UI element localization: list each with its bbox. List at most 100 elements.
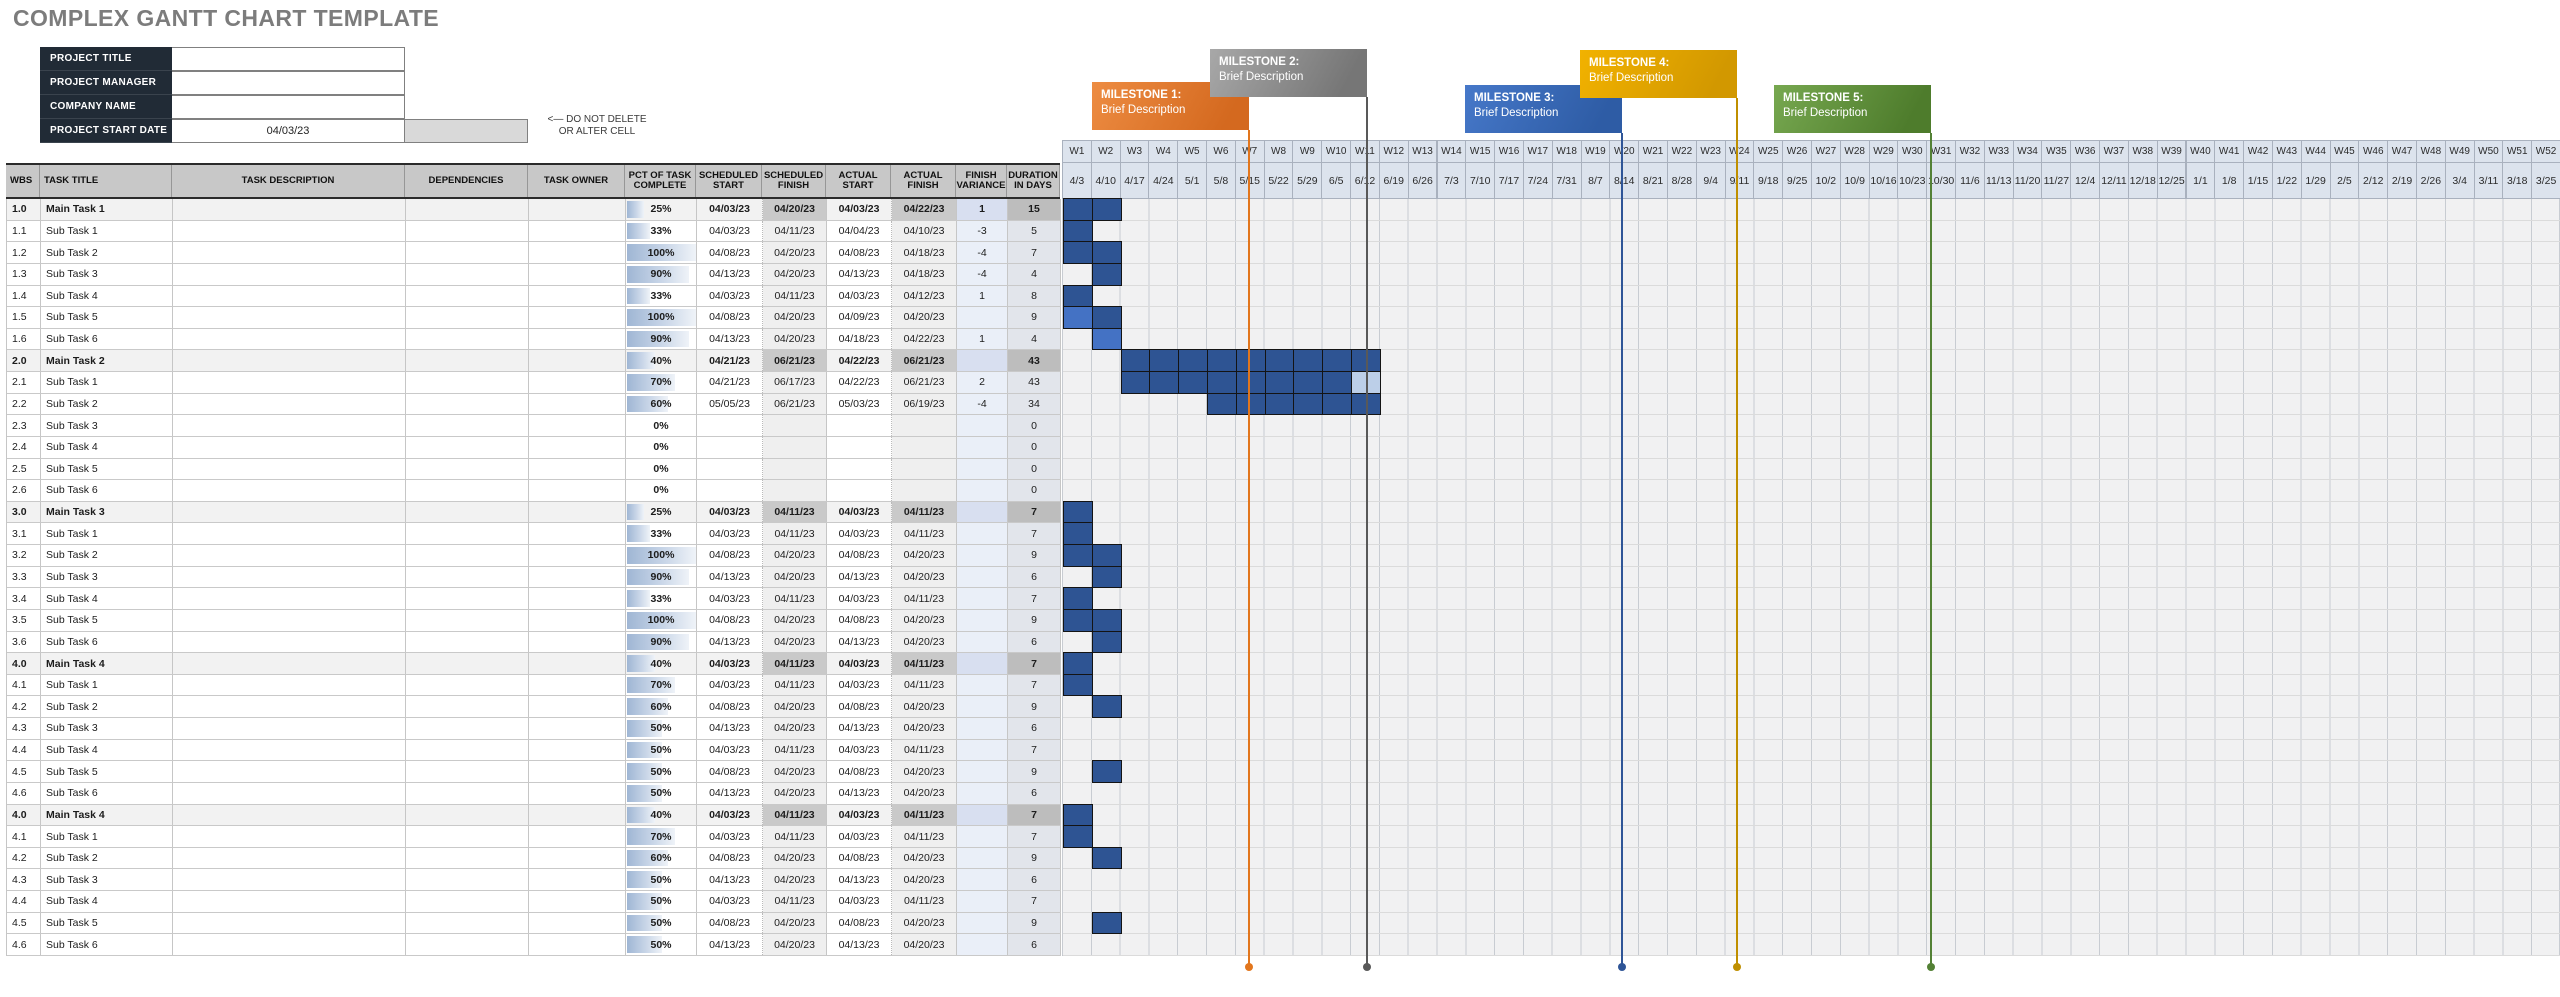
- week-date-w1[interactable]: 4/3: [1062, 163, 1092, 198]
- finish-variance-cell[interactable]: [957, 934, 1008, 955]
- gantt-bar-cell[interactable]: [1091, 262, 1122, 286]
- task-description-cell[interactable]: [173, 242, 406, 263]
- actual-start-cell[interactable]: 04/13/23: [827, 718, 892, 739]
- task-title-cell[interactable]: Sub Task 4: [41, 436, 173, 458]
- actual-start-cell[interactable]: [827, 458, 892, 480]
- week-header-w15[interactable]: W15: [1465, 141, 1496, 162]
- dependencies-cell[interactable]: [406, 891, 529, 912]
- task-title-cell[interactable]: Sub Task 6: [41, 328, 173, 350]
- actual-finish-cell[interactable]: 04/20/23: [892, 545, 957, 566]
- scheduled-start-cell[interactable]: 04/03/23: [697, 674, 763, 696]
- gantt-bar-cell[interactable]: [1235, 392, 1266, 416]
- scheduled-start-cell[interactable]: [697, 480, 763, 501]
- week-date-w14[interactable]: 7/3: [1436, 163, 1467, 198]
- pct-complete-cell[interactable]: 100%: [626, 545, 697, 566]
- task-owner-cell[interactable]: [529, 847, 626, 869]
- wbs-cell[interactable]: 4.0: [7, 653, 41, 674]
- actual-start-cell[interactable]: [827, 415, 892, 436]
- task-owner-cell[interactable]: [529, 263, 626, 285]
- task-title-cell[interactable]: Sub Task 6: [41, 480, 173, 501]
- actual-start-cell[interactable]: 04/13/23: [827, 566, 892, 588]
- task-owner-cell[interactable]: [529, 372, 626, 393]
- actual-finish-cell[interactable]: 04/11/23: [892, 501, 957, 523]
- week-date-w26[interactable]: 9/25: [1782, 163, 1812, 198]
- scheduled-start-cell[interactable]: 04/13/23: [697, 782, 763, 804]
- finish-variance-cell[interactable]: [957, 566, 1008, 588]
- scheduled-finish-cell[interactable]: 04/11/23: [763, 804, 827, 826]
- week-date-w25[interactable]: 9/18: [1753, 163, 1784, 198]
- pct-complete-cell[interactable]: 50%: [626, 934, 697, 955]
- task-description-cell[interactable]: [173, 934, 406, 955]
- finish-variance-cell[interactable]: [957, 609, 1008, 631]
- week-date-w15[interactable]: 7/10: [1465, 163, 1496, 198]
- scheduled-start-cell[interactable]: 05/05/23: [697, 393, 763, 415]
- week-header-w46[interactable]: W46: [2358, 141, 2389, 162]
- actual-start-cell[interactable]: 04/08/23: [827, 242, 892, 263]
- wbs-cell[interactable]: 2.1: [7, 372, 41, 393]
- wbs-cell[interactable]: 4.3: [7, 718, 41, 739]
- wbs-cell[interactable]: 2.4: [7, 436, 41, 458]
- task-title-cell[interactable]: Sub Task 5: [41, 609, 173, 631]
- duration-cell[interactable]: 0: [1008, 458, 1061, 480]
- column-header-duration-in-days[interactable]: DURATION IN DAYS: [1007, 165, 1060, 197]
- dependencies-cell[interactable]: [406, 328, 529, 350]
- gantt-bar-cell[interactable]: [1178, 349, 1209, 373]
- column-header-scheduled-start[interactable]: SCHEDULED START: [696, 165, 762, 197]
- actual-start-cell[interactable]: 04/08/23: [827, 609, 892, 631]
- actual-finish-cell[interactable]: 04/20/23: [892, 869, 957, 891]
- wbs-cell[interactable]: 4.3: [7, 869, 41, 891]
- actual-start-cell[interactable]: 04/13/23: [827, 934, 892, 955]
- week-date-w20[interactable]: 8/14: [1609, 163, 1640, 198]
- dependencies-cell[interactable]: [406, 220, 529, 242]
- scheduled-start-cell[interactable]: 04/03/23: [697, 826, 763, 847]
- finish-variance-cell[interactable]: [957, 674, 1008, 696]
- gantt-bar-cell[interactable]: [1063, 219, 1093, 243]
- finish-variance-cell[interactable]: [957, 415, 1008, 436]
- week-header-w43[interactable]: W43: [2271, 141, 2302, 162]
- task-owner-cell[interactable]: [529, 761, 626, 782]
- gantt-row-1.2[interactable]: [1063, 241, 2560, 264]
- scheduled-finish-cell[interactable]: [763, 458, 827, 480]
- scheduled-finish-cell[interactable]: 04/11/23: [763, 285, 827, 307]
- pct-complete-cell[interactable]: 60%: [626, 393, 697, 415]
- scheduled-start-cell[interactable]: 04/21/23: [697, 372, 763, 393]
- finish-variance-cell[interactable]: [957, 761, 1008, 782]
- dependencies-cell[interactable]: [406, 696, 529, 718]
- week-header-w8[interactable]: W8: [1263, 141, 1294, 162]
- pct-complete-cell[interactable]: 70%: [626, 372, 697, 393]
- duration-cell[interactable]: 34: [1008, 393, 1061, 415]
- finish-variance-cell[interactable]: -4: [957, 242, 1008, 263]
- pct-complete-cell[interactable]: 33%: [626, 285, 697, 307]
- finish-variance-cell[interactable]: 1: [957, 199, 1008, 220]
- duration-cell[interactable]: 7: [1008, 891, 1061, 912]
- scheduled-finish-cell[interactable]: 06/21/23: [763, 350, 827, 372]
- actual-finish-cell[interactable]: 04/11/23: [892, 804, 957, 826]
- pct-complete-cell[interactable]: 0%: [626, 480, 697, 501]
- duration-cell[interactable]: 7: [1008, 804, 1061, 826]
- dependencies-cell[interactable]: [406, 934, 529, 955]
- scheduled-finish-cell[interactable]: 04/11/23: [763, 653, 827, 674]
- gantt-bar-cell[interactable]: [1120, 371, 1151, 394]
- gantt-bar-cell[interactable]: [1091, 327, 1122, 351]
- week-date-w36[interactable]: 12/4: [2070, 163, 2101, 198]
- finish-variance-cell[interactable]: [957, 696, 1008, 718]
- scheduled-start-cell[interactable]: 04/21/23: [697, 350, 763, 372]
- duration-cell[interactable]: 0: [1008, 480, 1061, 501]
- gantt-bar-cell[interactable]: [1351, 392, 1381, 416]
- actual-finish-cell[interactable]: [892, 480, 957, 501]
- week-date-w52[interactable]: 3/25: [2531, 163, 2560, 198]
- week-header-w41[interactable]: W41: [2214, 141, 2245, 162]
- gantt-row-3.0[interactable]: [1063, 500, 2560, 524]
- actual-start-cell[interactable]: 04/03/23: [827, 653, 892, 674]
- wbs-cell[interactable]: 3.0: [7, 501, 41, 523]
- wbs-cell[interactable]: 2.3: [7, 415, 41, 436]
- week-date-w11[interactable]: 6/12: [1350, 163, 1380, 198]
- gantt-bar-cell[interactable]: [1293, 371, 1324, 394]
- gantt-bar-cell[interactable]: [1091, 241, 1122, 264]
- task-description-cell[interactable]: [173, 631, 406, 653]
- actual-finish-cell[interactable]: 04/20/23: [892, 761, 957, 782]
- pct-complete-cell[interactable]: 90%: [626, 328, 697, 350]
- finish-variance-cell[interactable]: 2: [957, 372, 1008, 393]
- wbs-cell[interactable]: 1.4: [7, 285, 41, 307]
- dependencies-cell[interactable]: [406, 588, 529, 609]
